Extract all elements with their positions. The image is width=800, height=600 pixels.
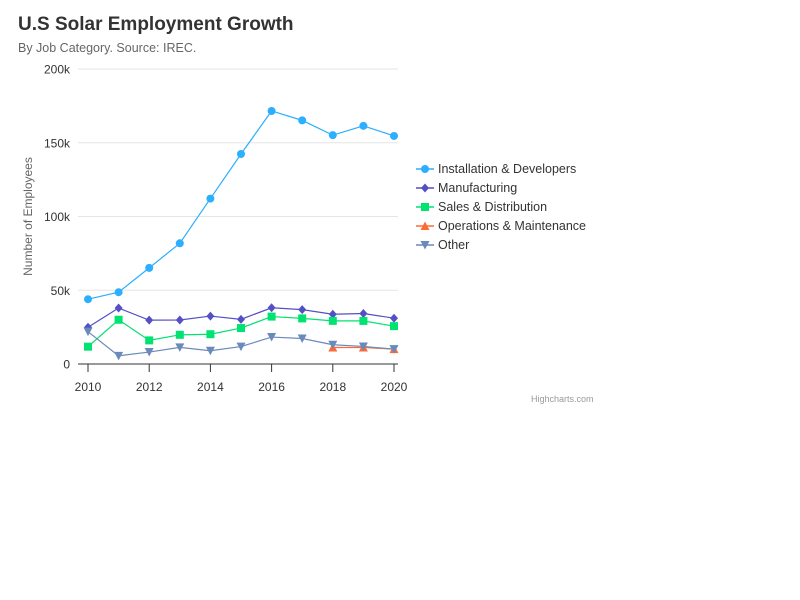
data-point[interactable]	[114, 288, 123, 297]
chart-subtitle: By Job Category. Source: IREC.	[18, 41, 197, 55]
data-point[interactable]	[328, 131, 337, 140]
data-point[interactable]	[236, 342, 246, 352]
series-group	[83, 106, 399, 361]
y-tick-label: 150k	[44, 136, 71, 150]
data-point[interactable]	[298, 314, 307, 323]
x-tick-label: 2020	[381, 380, 408, 394]
data-point[interactable]	[389, 345, 399, 354]
data-point	[420, 241, 430, 250]
legend-item[interactable]: Sales & Distribution	[416, 198, 547, 216]
y-tick-label: 50k	[51, 284, 71, 298]
data-point[interactable]	[175, 330, 184, 339]
data-point[interactable]	[328, 340, 338, 350]
data-point[interactable]	[145, 336, 154, 345]
data-point[interactable]	[114, 315, 123, 324]
legend-symbol-icon	[416, 183, 434, 193]
data-point	[420, 221, 430, 230]
y-axis-title: Number of Employees	[21, 157, 35, 276]
legend-item[interactable]: Manufacturing	[416, 179, 517, 197]
data-point[interactable]	[359, 121, 368, 130]
legend-symbol-icon	[416, 165, 434, 173]
x-tick-label: 2018	[319, 380, 346, 394]
data-point[interactable]	[237, 149, 245, 158]
data-point[interactable]	[175, 315, 184, 325]
data-point[interactable]	[175, 343, 185, 352]
data-point[interactable]	[297, 334, 307, 343]
series-sales-distribution[interactable]	[84, 312, 398, 351]
data-point[interactable]	[267, 303, 276, 313]
data-point[interactable]	[267, 106, 276, 115]
data-point[interactable]	[206, 311, 215, 321]
data-point[interactable]	[390, 131, 398, 140]
data-point[interactable]	[206, 194, 215, 203]
series-installation-developers[interactable]	[84, 106, 398, 304]
data-point[interactable]	[114, 351, 124, 361]
series-other[interactable]	[83, 327, 399, 361]
y-tick-label: 200k	[44, 63, 71, 77]
credits-link[interactable]: Highcharts.com	[531, 394, 594, 404]
x-tick-label: 2014	[197, 380, 224, 394]
data-point	[421, 183, 429, 193]
data-point	[421, 203, 429, 211]
x-tick-label: 2010	[75, 380, 102, 394]
data-point	[421, 165, 429, 173]
legend-label: Operations & Maintenance	[438, 219, 587, 233]
legend-label: Sales & Distribution	[438, 200, 548, 214]
data-point[interactable]	[237, 314, 245, 324]
data-point[interactable]	[84, 342, 92, 351]
legend-label: Manufacturing	[438, 181, 518, 195]
x-tick-label: 2012	[136, 380, 163, 394]
data-point[interactable]	[298, 116, 307, 125]
data-point[interactable]	[145, 315, 154, 325]
data-point[interactable]	[267, 333, 277, 342]
series-manufacturing[interactable]	[84, 303, 398, 332]
legend-label: Installation & Developers	[438, 162, 577, 176]
x-tick-label: 2016	[258, 380, 285, 394]
data-point[interactable]	[267, 312, 276, 321]
y-tick-label: 0	[63, 358, 70, 372]
data-point[interactable]	[145, 263, 154, 272]
legend-label: Other	[438, 238, 470, 252]
data-point[interactable]	[328, 309, 337, 319]
y-tick-label: 100k	[44, 210, 71, 224]
data-point[interactable]	[359, 308, 368, 318]
data-point[interactable]	[328, 316, 337, 325]
data-point[interactable]	[358, 342, 368, 351]
data-point[interactable]	[206, 330, 215, 339]
legend-symbol-icon	[416, 221, 434, 230]
legend-item[interactable]: Other	[416, 236, 469, 254]
data-point[interactable]	[83, 327, 93, 337]
data-point[interactable]	[390, 313, 398, 323]
chart-title: U.S Solar Employment Growth	[18, 14, 294, 35]
data-point[interactable]	[390, 322, 398, 331]
data-point[interactable]	[298, 305, 307, 315]
data-point[interactable]	[359, 316, 368, 325]
legend-symbol-icon	[416, 241, 434, 250]
data-point[interactable]	[205, 346, 215, 356]
data-point[interactable]	[237, 324, 245, 333]
series-line[interactable]	[87, 110, 395, 300]
legend-item[interactable]: Operations & Maintenance	[416, 217, 586, 235]
data-point[interactable]	[175, 239, 184, 248]
data-point[interactable]	[114, 303, 123, 313]
data-point[interactable]	[84, 295, 92, 304]
axes: 0 50k 100k 150k 200k 2010 2012 2014 2016 2018 2020…	[21, 63, 408, 395]
legend-item[interactable]: Installation & Developers	[416, 160, 576, 178]
legend-symbol-icon	[416, 203, 434, 211]
gridlines	[78, 68, 398, 291]
data-point[interactable]	[144, 348, 154, 357]
